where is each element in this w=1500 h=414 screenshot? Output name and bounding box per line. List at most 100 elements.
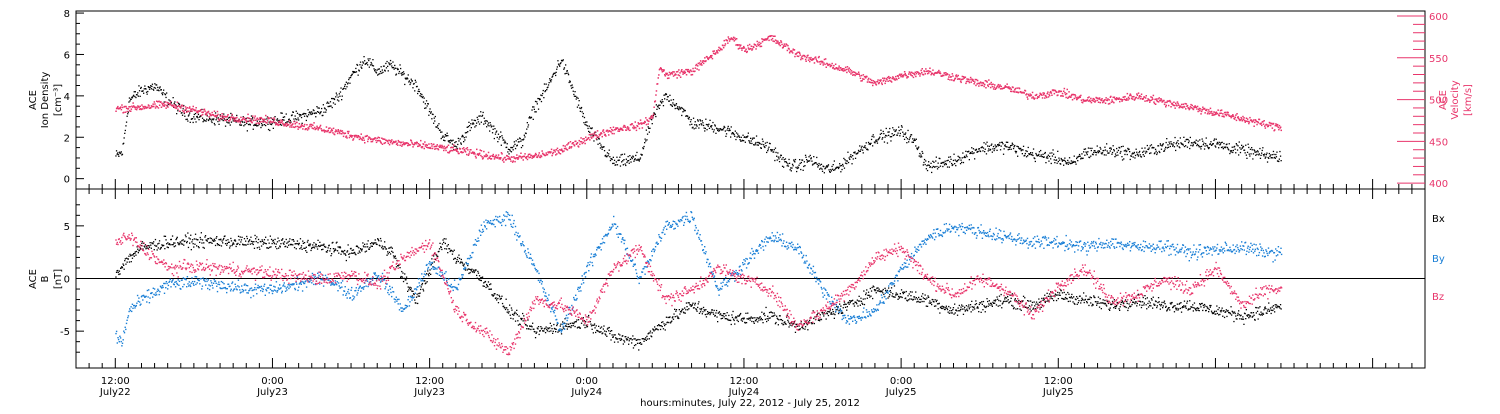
velocity-point <box>564 145 566 147</box>
velocity-point <box>502 160 504 162</box>
density-point <box>991 144 992 145</box>
density-point <box>1151 144 1152 145</box>
density-point <box>506 147 507 148</box>
density-point <box>799 159 800 160</box>
velocity-point <box>1113 102 1115 104</box>
velocity-point <box>625 127 627 129</box>
bx-point <box>195 239 196 240</box>
density-point <box>487 124 488 125</box>
density-point <box>1115 153 1116 154</box>
bx-point <box>125 264 126 265</box>
density-point <box>763 144 764 145</box>
velocity-point <box>711 57 713 59</box>
density-point <box>1234 146 1235 147</box>
bx-point <box>129 254 130 255</box>
velocity-point <box>807 55 809 57</box>
density-point <box>287 121 288 122</box>
density-point <box>368 58 369 59</box>
bx-point <box>116 272 117 273</box>
density-point <box>1033 148 1034 149</box>
velocity-point <box>1208 109 1210 111</box>
density-point <box>705 119 706 120</box>
density-point <box>855 158 856 159</box>
velocity-point <box>908 73 910 75</box>
velocity-point <box>170 101 172 103</box>
bx-point <box>243 244 244 245</box>
density-point <box>1239 141 1240 142</box>
velocity-point <box>760 43 762 45</box>
bx-point <box>362 249 363 250</box>
bx-point <box>394 257 395 258</box>
density-point <box>1111 149 1112 150</box>
bx-point <box>233 243 234 244</box>
bx-point <box>158 247 159 248</box>
velocity-point <box>338 131 340 133</box>
density-point <box>1281 160 1282 161</box>
density-point <box>910 136 911 137</box>
density-point <box>813 164 814 165</box>
bx-point <box>307 240 308 241</box>
density-point <box>905 134 906 135</box>
bx-point <box>491 289 492 290</box>
velocity-point <box>1265 127 1267 129</box>
density-point <box>128 101 129 102</box>
velocity-point <box>308 128 310 130</box>
density-point <box>1150 145 1151 146</box>
velocity-point <box>972 79 974 81</box>
bx-point <box>306 247 307 248</box>
velocity-point <box>353 138 355 140</box>
velocity-point <box>1175 103 1177 105</box>
density-point <box>711 125 712 126</box>
density-point <box>582 111 583 112</box>
velocity-point <box>1277 124 1279 126</box>
density-point <box>548 84 549 85</box>
velocity-point <box>363 140 365 142</box>
density-point <box>1121 146 1122 147</box>
density-point <box>474 120 475 121</box>
velocity-point <box>1222 113 1224 115</box>
density-point <box>1011 149 1012 150</box>
bx-point <box>226 240 227 241</box>
velocity-point <box>593 133 595 135</box>
velocity-point <box>521 157 523 159</box>
velocity-tick-label: 400 <box>1429 179 1448 190</box>
x-tick-time-label: 12:00 <box>1044 376 1073 387</box>
velocity-point <box>1009 87 1011 89</box>
density-point <box>1094 150 1095 151</box>
velocity-point <box>1132 98 1134 100</box>
bx-point <box>254 235 255 236</box>
bx-point <box>310 250 311 251</box>
density-point <box>409 84 410 85</box>
bx-point <box>302 241 303 242</box>
velocity-point <box>1050 91 1052 93</box>
velocity-point <box>673 71 675 73</box>
velocity-point <box>823 62 825 64</box>
bx-point <box>223 238 224 239</box>
bx-point <box>321 249 322 250</box>
density-point <box>582 116 583 117</box>
density-point <box>992 148 993 149</box>
velocity-point <box>715 52 717 54</box>
density-point <box>873 136 874 137</box>
density-point <box>1176 142 1177 143</box>
density-point <box>900 129 901 130</box>
velocity-point <box>920 70 922 72</box>
bx-point <box>184 241 185 242</box>
density-point <box>1203 143 1204 144</box>
density-point <box>332 98 333 99</box>
density-point <box>1052 155 1053 156</box>
velocity-point <box>676 77 678 79</box>
velocity-point <box>457 151 459 153</box>
velocity-point <box>589 139 591 141</box>
density-point <box>988 148 989 149</box>
density-point <box>805 157 806 158</box>
velocity-point <box>1041 95 1043 97</box>
density-point <box>197 116 198 117</box>
density-point <box>852 155 853 156</box>
velocity-point <box>476 149 478 151</box>
velocity-point <box>1223 116 1225 118</box>
density-point <box>233 120 234 121</box>
density-point <box>1223 143 1224 144</box>
density-point <box>1263 155 1264 156</box>
density-point <box>843 158 844 159</box>
